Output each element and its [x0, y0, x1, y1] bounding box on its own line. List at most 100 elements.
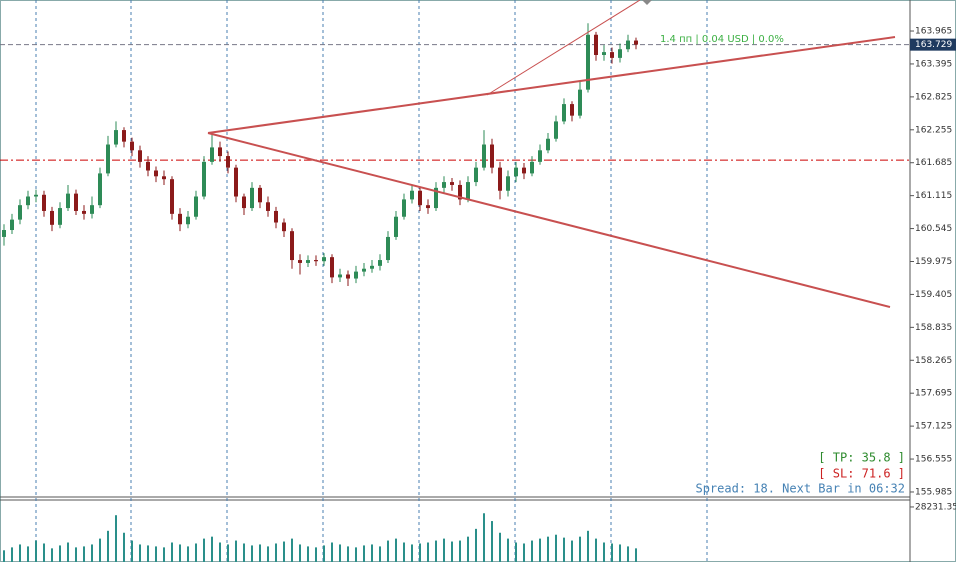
- candle-body: [466, 182, 470, 200]
- volume-bar: [419, 543, 421, 562]
- volume-bar: [43, 543, 45, 562]
- candle-body: [170, 179, 174, 214]
- candle-body: [98, 173, 102, 206]
- candle-body: [66, 193, 70, 209]
- y-tick-label: 161.685: [915, 158, 952, 168]
- candle-body: [178, 213, 182, 225]
- volume-bar: [339, 544, 341, 562]
- candle-body: [602, 52, 606, 55]
- volume-bar: [147, 545, 149, 562]
- volume-tick-label: 28231.35: [915, 502, 956, 512]
- candle-body: [146, 161, 150, 171]
- volume-bar: [35, 540, 37, 562]
- candle-body: [242, 196, 246, 209]
- y-tick-label: 158.835: [915, 323, 952, 333]
- candle-body: [578, 89, 582, 116]
- candle-body: [546, 138, 550, 151]
- volume-bar: [211, 536, 213, 562]
- candle-body: [202, 161, 206, 197]
- candle-body: [522, 167, 526, 174]
- candle-body: [498, 167, 502, 191]
- volume-bar: [627, 546, 629, 562]
- candle-body: [594, 34, 598, 55]
- volume-bar: [355, 547, 357, 562]
- volume-bar: [171, 542, 173, 562]
- candle-body: [330, 257, 334, 278]
- candle-body: [434, 187, 438, 209]
- candle-body: [194, 196, 198, 217]
- volume-bar: [99, 538, 101, 562]
- volume-bar: [499, 532, 501, 562]
- candle-body: [250, 187, 254, 209]
- y-tick-label: 157.695: [915, 389, 952, 399]
- candle-body: [322, 257, 326, 262]
- candle-body: [482, 144, 486, 168]
- profit-label: 1.4 пп | 0.04 USD | 0.0%: [660, 34, 784, 45]
- candle-body: [90, 205, 94, 214]
- volume-bar: [235, 540, 237, 562]
- volume-bar: [395, 538, 397, 562]
- y-tick-label: 163.395: [915, 59, 952, 69]
- volume-bar: [635, 548, 637, 562]
- volume-bar: [187, 546, 189, 562]
- candle-body: [266, 202, 270, 211]
- price-box: [910, 38, 956, 51]
- volume-bar: [3, 550, 5, 562]
- volume-bar: [427, 542, 429, 562]
- candle-body: [442, 182, 446, 188]
- volume-bar: [547, 536, 549, 562]
- volume-bar: [195, 543, 197, 562]
- candle-body: [586, 34, 590, 90]
- volume-bar: [115, 515, 117, 562]
- candle-body: [258, 187, 262, 203]
- candle-body: [458, 184, 462, 200]
- candle-body: [610, 52, 614, 58]
- marker: [642, 0, 652, 5]
- volume-bar: [275, 543, 277, 562]
- volume-bar: [595, 538, 597, 562]
- y-tick-label: 159.975: [915, 257, 952, 267]
- candle-body: [130, 141, 134, 151]
- volume-bar: [323, 545, 325, 562]
- volume-bar: [515, 542, 517, 562]
- candle-body: [506, 176, 510, 191]
- price-label: 163.729: [915, 40, 952, 50]
- volume-bar: [291, 538, 293, 562]
- volume-bar: [459, 540, 461, 562]
- candle-body: [42, 194, 46, 211]
- volume-bar: [387, 540, 389, 562]
- candle-body: [290, 231, 294, 261]
- candle-body: [154, 170, 158, 177]
- candle-body: [338, 274, 342, 278]
- candle-body: [18, 205, 22, 220]
- candle-body: [50, 210, 54, 225]
- volume-bar: [363, 545, 365, 562]
- candle-body: [618, 49, 622, 58]
- sl-label: [ SL: 71.6 ]: [818, 467, 905, 481]
- vertical-grid: [35, 0, 708, 562]
- y-tick-label: 162.825: [915, 92, 952, 102]
- y-tick-label: 160.545: [915, 224, 952, 234]
- y-tick-label: 156.555: [915, 455, 952, 465]
- y-tick-label: 161.115: [915, 191, 952, 201]
- volume-bar: [347, 546, 349, 562]
- candle-body: [226, 156, 230, 168]
- volume-bar: [435, 540, 437, 562]
- volume-bar: [91, 544, 93, 562]
- candle-body: [386, 236, 390, 261]
- candle-body: [634, 40, 638, 45]
- volume-bar: [83, 546, 85, 562]
- volume-bar: [203, 538, 205, 562]
- volume-bar: [227, 544, 229, 562]
- candle-body: [218, 147, 222, 157]
- candle-body: [474, 167, 478, 183]
- trend-line: [207, 36, 896, 134]
- candle-body: [282, 222, 286, 232]
- volume-bar: [579, 536, 581, 562]
- volume-bar: [587, 530, 589, 562]
- candle-body: [530, 161, 534, 174]
- candle-body: [2, 230, 6, 237]
- candle-body: [122, 130, 126, 142]
